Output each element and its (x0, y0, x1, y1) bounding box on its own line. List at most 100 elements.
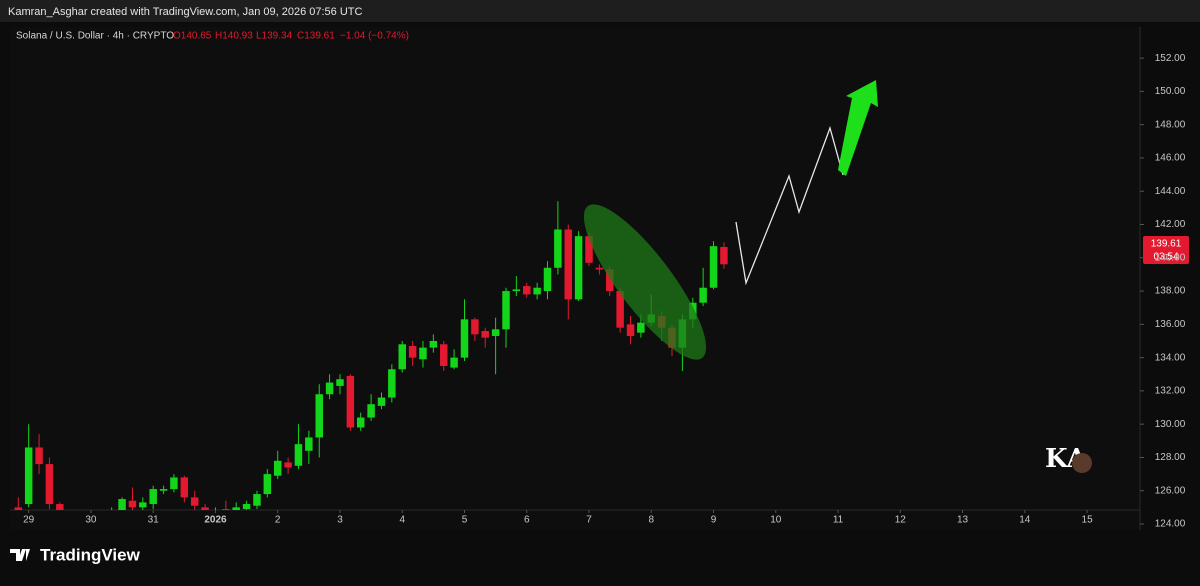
candle-body (14, 507, 23, 510)
y-tick-label: 140.00 (1155, 252, 1186, 263)
candle-body (699, 287, 707, 303)
projection-arrow (838, 80, 878, 176)
candle-body (367, 404, 375, 418)
candle-body (554, 229, 562, 268)
candle-body (325, 382, 334, 395)
watermark-figure (1072, 453, 1092, 473)
candle-body (190, 497, 199, 506)
candle-body (222, 509, 230, 510)
candle-body (626, 324, 635, 336)
candle-body (574, 236, 583, 300)
candle-body (491, 329, 500, 336)
x-tick-label: 12 (895, 515, 907, 526)
candle-body (585, 236, 593, 263)
candle-body (118, 499, 126, 510)
x-tick-label: 7 (586, 515, 592, 526)
candle-body (471, 319, 479, 335)
candle-body (294, 444, 303, 466)
candle-body (253, 494, 261, 506)
legend: Solana / U.S. Dollar · 4h · CRYPTO O140.… (16, 31, 409, 42)
x-tick-label: 15 (1082, 515, 1094, 526)
y-tick-label: 124.00 (1155, 519, 1186, 530)
legend-low: L139.34 (256, 31, 293, 42)
candle-body (263, 474, 272, 495)
header-text: Kamran_Asghar created with TradingView.c… (8, 6, 362, 18)
watermark-logo: KA (1045, 444, 1092, 474)
candle-body (606, 269, 614, 292)
last-price: 139.61 (1151, 239, 1182, 250)
x-tick-label: 6 (524, 515, 530, 526)
candle-body (595, 267, 604, 270)
candle-body (429, 340, 438, 348)
candle-body (720, 246, 728, 265)
y-tick-label: 152.00 (1155, 53, 1186, 64)
candle-body (45, 464, 54, 505)
x-tick-label: 13 (957, 515, 969, 526)
legend-symbol: Solana / U.S. Dollar · 4h · CRYPTO (16, 31, 174, 42)
projection-path (735, 125, 844, 286)
candle-body (450, 357, 458, 368)
legend-change: −1.04 (−0.74%) (340, 31, 409, 42)
candle-body (533, 287, 541, 295)
y-tick-label: 148.00 (1155, 119, 1186, 130)
candle-body (170, 477, 178, 490)
candle-body (356, 417, 365, 428)
x-tick-label: 31 (148, 515, 160, 526)
header-bar (0, 0, 1200, 22)
candle-body (305, 437, 313, 451)
highlight-ellipse (583, 204, 707, 360)
candle-body (315, 394, 323, 438)
y-tick-label: 128.00 (1155, 452, 1186, 463)
legend-close: C139.61 (297, 31, 335, 42)
y-tick-label: 146.00 (1155, 153, 1186, 164)
x-tick-label: 11 (833, 515, 844, 526)
y-tick-label: 132.00 (1155, 386, 1186, 397)
y-tick-label: 126.00 (1155, 485, 1186, 496)
candle-body (336, 379, 344, 386)
candle-body (637, 322, 645, 333)
y-tick-label: 136.00 (1155, 319, 1186, 330)
candle-body (419, 347, 427, 360)
candle-body (149, 489, 157, 505)
x-tick-label: 5 (462, 515, 468, 526)
candle-body (512, 289, 521, 292)
candle-body (564, 229, 573, 300)
x-tick-label: 2 (275, 515, 281, 526)
candle-body (128, 500, 137, 508)
candle-body (35, 447, 43, 465)
x-tick-label: 9 (711, 515, 717, 526)
x-tick-label: 14 (1019, 515, 1031, 526)
y-tick-label: 130.00 (1155, 419, 1186, 430)
candle-body (616, 291, 624, 328)
candle-body (398, 344, 406, 370)
x-tick-label: 2026 (204, 515, 227, 526)
x-tick-label: 3 (337, 515, 343, 526)
candle-body (346, 375, 355, 428)
legend-high: H140.93 (215, 31, 253, 42)
y-tick-label: 142.00 (1155, 219, 1186, 230)
y-tick-label: 144.00 (1155, 186, 1186, 197)
candle-body (242, 504, 251, 510)
candle-body (460, 319, 469, 358)
candle-body (201, 507, 209, 510)
candle-body (408, 345, 417, 358)
candle-body (180, 477, 189, 498)
y-tick-label: 138.00 (1155, 286, 1186, 297)
candle-body (24, 447, 33, 505)
x-tick-label: 30 (85, 515, 97, 526)
candle-body (56, 504, 64, 510)
last-price-box (1143, 236, 1189, 264)
footer-logo: TradingView (10, 545, 141, 564)
footer-text: TradingView (40, 545, 141, 564)
legend-open: O140.65 (173, 31, 212, 42)
candle-body (543, 267, 552, 292)
candle-body (377, 397, 386, 406)
y-tick-label: 150.00 (1155, 86, 1186, 97)
candle-body (273, 460, 282, 476)
x-tick-label: 8 (648, 515, 654, 526)
candle-body (284, 462, 292, 468)
candle-body (440, 344, 448, 366)
candle-body (523, 286, 531, 295)
x-tick-label: 10 (770, 515, 782, 526)
